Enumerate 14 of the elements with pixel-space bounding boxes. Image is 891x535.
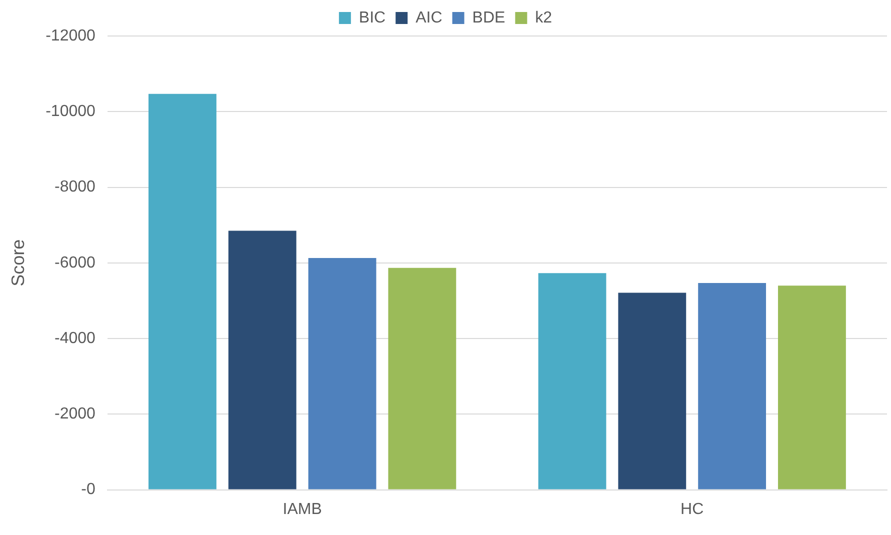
y-tick-label: -6000 — [54, 254, 96, 272]
x-tick-label: HC — [680, 500, 704, 518]
legend-label: BDE — [472, 9, 506, 26]
y-tick-label: -8000 — [54, 178, 96, 196]
y-tick-label: -12000 — [46, 27, 96, 44]
y-tick-label: -2000 — [54, 406, 96, 423]
y-tick-label: -0 — [81, 481, 96, 498]
y-axis-title: Score — [8, 239, 28, 286]
legend-label: k2 — [535, 9, 552, 26]
legend-label: BIC — [358, 9, 386, 26]
y-tick-label: -4000 — [54, 330, 96, 347]
x-tick-label: IAMB — [282, 500, 322, 518]
y-tick-label: -10000 — [46, 103, 96, 120]
legend-label: AIC — [416, 9, 442, 26]
